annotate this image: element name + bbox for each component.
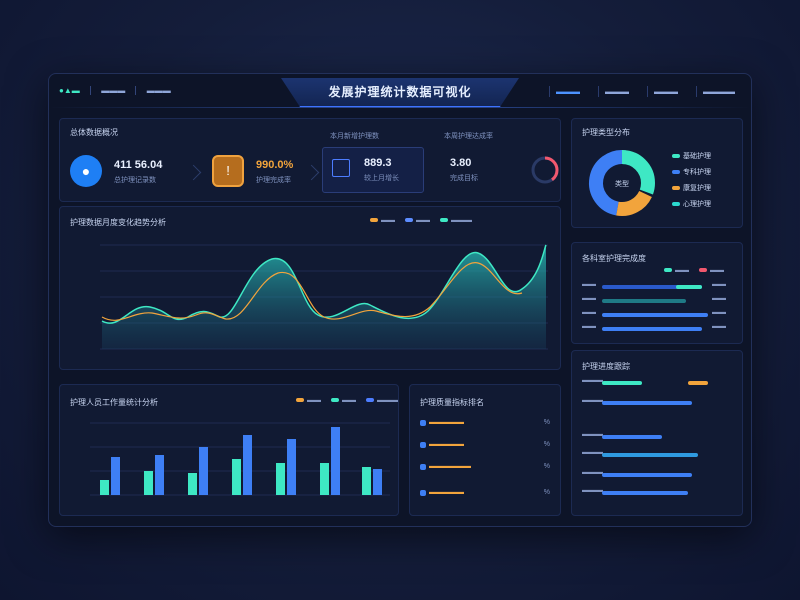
donut-chart: 类型 [589, 150, 655, 216]
hbar-value-4: ▬▬ [712, 323, 726, 330]
kpi-panel-title: 总体数据概况 [70, 128, 118, 137]
progress-label-3: ▬▬▬ [582, 431, 603, 438]
alert-icon: ! [212, 155, 244, 187]
list-item[interactable]: ▬▬▬▬▬ % [420, 419, 550, 426]
hbar-value-2: ▬▬ [712, 295, 726, 302]
progress-bar-3 [602, 435, 662, 439]
tab-3[interactable]: ▬▬▬ [647, 86, 684, 97]
title-plate [281, 78, 519, 107]
legend-item: 康复护理 [672, 181, 711, 197]
list-item[interactable]: ▬▬▬▬▬ % [420, 441, 550, 448]
hbar-panel-title: 各科室护理完成度 [582, 254, 646, 263]
hbar-label-2: ▬▬ [582, 295, 596, 302]
person-icon: ● [70, 155, 102, 187]
legend-item: 专科护理 [672, 165, 711, 181]
quality-list-panel: 护理质量指标排名 ▬▬▬▬▬ % ▬▬▬▬▬ % ▬▬▬▬▬▬ % ▬▬▬▬▬ … [409, 384, 561, 516]
bar-chart [90, 422, 390, 496]
progress-label-5: ▬▬▬ [582, 469, 603, 476]
kpi-value-1: 411 56.04 [114, 159, 163, 171]
brand-logo: ●▲▬ [59, 86, 80, 95]
tab-4[interactable]: ▬▬▬▬ [696, 86, 741, 97]
tab-1[interactable]: ▬▬▬ [549, 86, 586, 97]
progress-label-1: ▬▬▬ [582, 377, 603, 384]
tab-2[interactable]: ▬▬▬ [598, 86, 635, 97]
donut-center-label: 类型 [615, 179, 629, 188]
hbar-label-4: ▬▬ [582, 323, 596, 330]
hbar-3 [602, 313, 708, 317]
hbar-2 [602, 299, 686, 303]
kpi-sub-2: 护理完成率 [256, 177, 291, 184]
progress-bar-6 [602, 491, 688, 495]
top-link-1[interactable]: ▬▬▬ [101, 86, 126, 95]
hbar-legend: ▬▬ ▬▬ [664, 267, 724, 274]
kpi-panel: 总体数据概况 ● 411 56.04 总护理记录数 ! 990.0% 护理完成率… [59, 118, 561, 202]
progress-panel-title: 护理进度跟踪 [582, 362, 630, 371]
pie-panel-title: 护理类型分布 [582, 128, 630, 137]
progress-label-4: ▬▬▬ [582, 449, 603, 456]
dashboard-title: 发展护理统计数据可视化 [328, 85, 472, 99]
list-item[interactable]: ▬▬▬▬▬ % [420, 489, 550, 496]
kpi-sub-1: 总护理记录数 [114, 177, 156, 184]
progress-bar-5 [602, 473, 692, 477]
hbar-panel: 各科室护理完成度 ▬▬ ▬▬ ▬▬ ▬▬ ▬▬ ▬▬ ▬▬ ▬▬ ▬▬ ▬▬ [571, 242, 743, 344]
progress-bar-4 [602, 453, 698, 457]
hbar-4 [602, 327, 702, 331]
kpi-value-4: 3.80 [450, 157, 472, 169]
kpi-sub-4: 完成目标 [450, 175, 478, 182]
quality-list-title: 护理质量指标排名 [420, 398, 484, 407]
calendar-icon [332, 159, 350, 177]
ring-gauge-icon [531, 156, 559, 184]
hbar-label-1: ▬▬ [582, 281, 596, 288]
kpi-label-4: 本周护理达成率 [444, 133, 493, 140]
kpi-card-3[interactable] [322, 147, 424, 193]
bar-chart-panel: 护理人员工作量统计分析 ▬▬ ▬▬ ▬▬▬ [59, 384, 399, 516]
legend-item: 心理护理 [672, 197, 711, 213]
area-chart-panel: 护理数据月度变化趋势分析 ▬▬ ▬▬ ▬▬▬ [59, 206, 561, 370]
pie-panel: 护理类型分布 类型 基础护理 专科护理 康复护理 心理护理 [571, 118, 743, 228]
hbar-label-3: ▬▬ [582, 309, 596, 316]
hbar-value-3: ▬▬ [712, 309, 726, 316]
bar-chart-title: 护理人员工作量统计分析 [70, 398, 158, 407]
kpi-sub-3: 较上月增长 [364, 175, 399, 182]
chevron-right-icon [303, 164, 320, 181]
hbar-1 [602, 285, 702, 289]
kpi-value-3: 889.3 [364, 157, 392, 169]
legend-item: 基础护理 [672, 149, 711, 165]
pie-legend: 基础护理 专科护理 康复护理 心理护理 [672, 149, 711, 213]
hbar-1-segment [676, 285, 702, 289]
hbar-value-1: ▬▬ [712, 281, 726, 288]
progress-label-2: ▬▬▬ [582, 397, 603, 404]
area-chart [100, 244, 548, 350]
area-legend: ▬▬ ▬▬ ▬▬▬ [370, 217, 472, 224]
dashboard-frame: ●▲▬ ▬▬▬ ▬▬▬ 发展护理统计数据可视化 ▬▬▬ ▬▬▬ ▬▬▬ ▬▬▬▬… [48, 73, 752, 527]
top-right-tabs: ▬▬▬ ▬▬▬ ▬▬▬ ▬▬▬▬ [549, 86, 741, 97]
kpi-value-2: 990.0% [256, 159, 294, 171]
progress-label-6: ▬▬▬ [582, 487, 603, 494]
chevron-right-icon [185, 164, 202, 181]
progress-panel: 护理进度跟踪 ▬▬▬ ▬▬▬ ▬▬▬ ▬▬▬ ▬▬▬ ▬▬▬ [571, 350, 743, 516]
progress-bar-1b [688, 381, 708, 385]
area-chart-title: 护理数据月度变化趋势分析 [70, 218, 166, 227]
top-link-2[interactable]: ▬▬▬ [146, 86, 171, 95]
top-bar: ●▲▬ ▬▬▬ ▬▬▬ 发展护理统计数据可视化 ▬▬▬ ▬▬▬ ▬▬▬ ▬▬▬▬ [49, 74, 751, 108]
bar-legend: ▬▬ ▬▬ ▬▬▬ [296, 397, 398, 404]
progress-bar-1 [602, 381, 642, 385]
kpi-label-3: 本月新增护理数 [330, 133, 379, 140]
top-left-nav: ●▲▬ ▬▬▬ ▬▬▬ [59, 86, 171, 96]
list-item[interactable]: ▬▬▬▬▬▬ % [420, 463, 550, 470]
progress-bar-2 [602, 401, 692, 405]
